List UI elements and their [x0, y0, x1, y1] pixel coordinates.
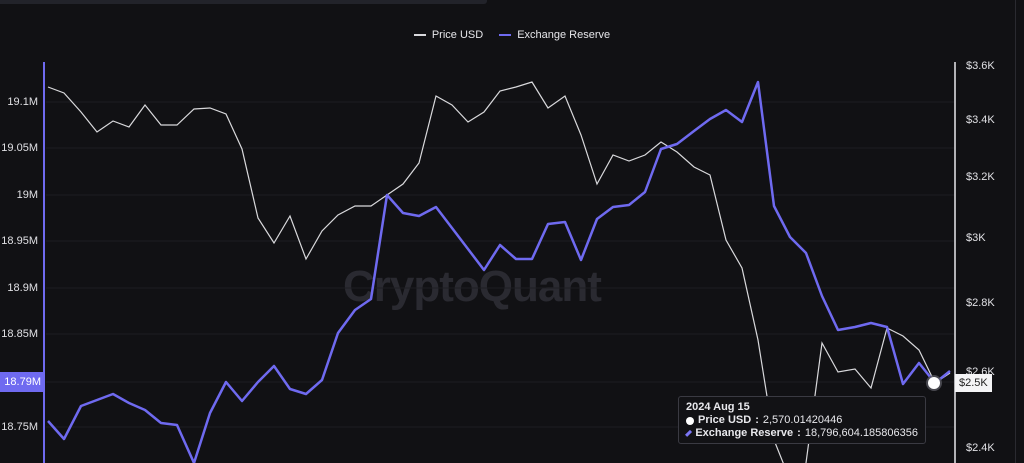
right-axis-tick-label: $2.8K: [966, 297, 995, 309]
left-axis-tick-label: 19M: [16, 189, 38, 201]
legend-item-price[interactable]: Price USD: [413, 29, 484, 41]
legend-item-reserve[interactable]: Exchange Reserve: [499, 29, 610, 41]
left-axis-tick-label: 18.9M: [7, 282, 38, 294]
right-axis-tick-label: $3.2K: [966, 171, 995, 183]
circle-marker-icon: [686, 416, 694, 425]
reserve-swatch-icon: [499, 34, 512, 36]
left-axis-tick-label: 19.1M: [7, 96, 38, 108]
diamond-marker-icon: [685, 429, 693, 438]
right-axis-tick-label: $3.4K: [966, 114, 995, 126]
left-axis-tick-label: 18.85M: [1, 328, 38, 340]
tooltip-reserve-value: 18,796,604.185806356: [804, 427, 918, 439]
chart-tooltip: 2024 Aug 15 Price USD: 2,570.01420446 Ex…: [678, 396, 926, 444]
chart-legend: Price USD Exchange Reserve: [0, 29, 1024, 41]
exchange-reserve-line[interactable]: [47, 80, 951, 463]
hover-marker-icon: [928, 377, 940, 389]
left-axis-tick-label: 18.75M: [1, 421, 38, 433]
tooltip-price-value: 2,570.01420446: [762, 414, 843, 426]
tooltip-price-row: Price USD: 2,570.01420446: [686, 414, 918, 427]
price-current-value-tag: $2.5K: [955, 374, 992, 392]
tooltip-reserve-label: Exchange Reserve: [695, 427, 794, 439]
price-swatch-icon: [413, 34, 426, 36]
right-axis-tick-label: $2.4K: [966, 442, 995, 454]
right-axis-tick-label: $3K: [966, 232, 986, 244]
gridlines: [46, 101, 954, 428]
reserve-current-value-tag: 18.79M: [0, 372, 44, 392]
tooltip-date: 2024 Aug 15: [686, 401, 750, 413]
right-axis-tick-label: $3.6K: [966, 60, 995, 72]
tooltip-price-label: Price USD: [698, 414, 752, 426]
tooltip-reserve-row: Exchange Reserve: 18,796,604.185806356: [685, 427, 918, 440]
left-axis-tick-label: 19.05M: [1, 142, 38, 154]
top-bar: [0, 0, 487, 4]
price-usd-line[interactable]: [47, 81, 951, 463]
left-axis-tick-label: 18.95M: [1, 235, 38, 247]
legend-label-price: Price USD: [431, 29, 484, 41]
legend-label-reserve: Exchange Reserve: [517, 29, 611, 41]
